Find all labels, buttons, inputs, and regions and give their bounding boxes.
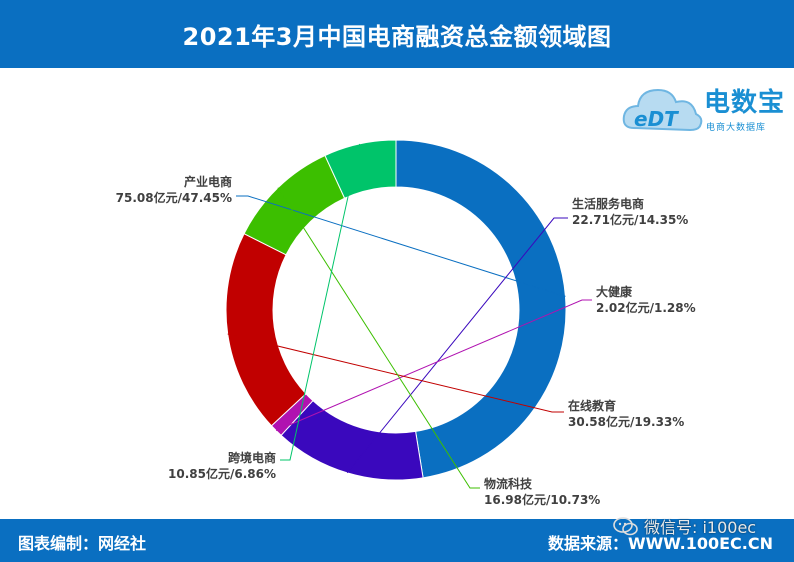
chart-footer: 图表编制：网经社 数据来源：WWW.100EC.CN (0, 519, 794, 562)
watermark-text: 微信号: i100ec (644, 518, 757, 537)
donut-slice (395, 139, 567, 479)
leader-line (346, 217, 568, 474)
value-label: 75.08亿元/47.45% (116, 190, 232, 205)
logo-title: 电数宝 (704, 88, 786, 118)
value-label: 2.02亿元/1.28% (596, 300, 696, 315)
logo-subtitle: 电商大数据库 (706, 123, 767, 133)
leader-line (276, 299, 592, 432)
category-label: 产业电商 (184, 174, 232, 189)
leader-line (277, 187, 480, 489)
chart-header: 2021年3月中国电商融资总金额领域图 (0, 0, 794, 68)
leader-line (280, 143, 361, 461)
wechat-icon (613, 517, 638, 536)
category-label: 在线教育 (568, 398, 616, 413)
value-label: 16.98亿元/10.73% (484, 492, 600, 507)
category-label: 物流科技 (484, 476, 533, 491)
footer-compiler: 图表编制：网经社 (18, 534, 147, 553)
category-label: 生活服务电商 (572, 196, 644, 211)
cloud-logo-icon: eDT (622, 88, 703, 132)
footer-source: 数据来源：WWW.100EC.CN (548, 534, 774, 553)
leader-line (227, 333, 564, 413)
value-label: 10.85亿元/6.86% (168, 466, 276, 481)
category-label: 大健康 (596, 284, 633, 299)
category-label: 跨境电商 (228, 450, 276, 465)
logo-mark: eDT (634, 107, 679, 131)
edt-logo: eDT 电数宝 电商大数据库 (620, 72, 790, 142)
value-label: 30.58亿元/19.33% (568, 414, 684, 429)
value-label: 22.71亿元/14.35% (572, 212, 688, 227)
donut-slice (324, 139, 397, 199)
donut-slice (225, 233, 307, 427)
leader-line (236, 195, 566, 297)
donut-slice (243, 154, 346, 256)
chart-title: 2021年3月中国电商融资总金额领域图 (182, 22, 612, 51)
wechat-watermark: 微信号: i100ec (612, 513, 756, 539)
